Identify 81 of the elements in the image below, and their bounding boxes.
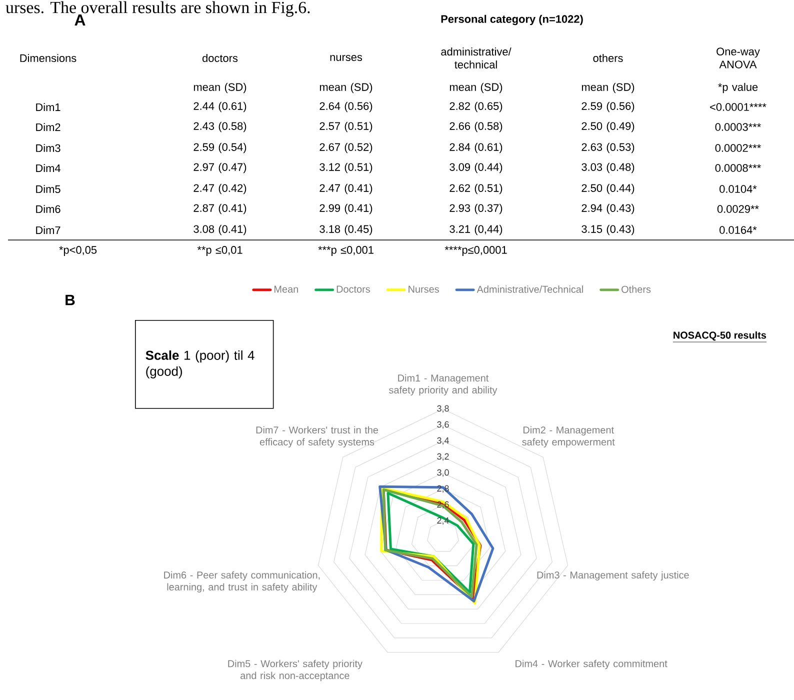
- legend-label: Administrative/Technical: [476, 286, 583, 293]
- spoke-label: Dim2 - Management safety empowerment: [522, 426, 615, 448]
- text: 3.15 (0.43): [582, 224, 634, 236]
- text: 2.59 (0.54): [194, 142, 246, 154]
- text: 3.12 (0.51): [320, 162, 372, 174]
- text: 2.94 (0.43): [582, 204, 634, 214]
- spoke-label: Dim5 - Workers' safety priority and risk non-acceptance: [228, 660, 362, 682]
- text: 3.21 (0,44): [450, 224, 502, 236]
- text: ***p ≤0,001: [318, 246, 374, 256]
- text: **p ≤0,01: [197, 246, 242, 256]
- text: 2.59 (0.56): [582, 102, 634, 112]
- text: 2.62 (0.51): [450, 184, 502, 194]
- legend-label: Others: [622, 286, 651, 293]
- text: Dim4: [36, 164, 60, 172]
- legend-label: Mean: [274, 286, 298, 293]
- y-tick-label: 2,6: [437, 501, 449, 509]
- legend-label: Nurses: [408, 286, 439, 293]
- text: Personal category (n=1022): [441, 14, 583, 26]
- text: B: [66, 294, 75, 306]
- text: 2.97 (0.47): [194, 162, 246, 174]
- spoke-label: Dim3 - Management safety justice: [537, 571, 689, 581]
- text: 0.0164*: [720, 226, 757, 234]
- text: 2.99 (0.41): [320, 204, 372, 214]
- text: 0.0029**: [717, 205, 759, 213]
- text: 0.0002***: [715, 144, 761, 152]
- y-tick-label: 3,4: [437, 437, 449, 445]
- text: others: [593, 54, 623, 62]
- text: nurses: [330, 55, 362, 62]
- text: mean (SD): [582, 82, 634, 94]
- text: 2.63 (0.53): [582, 142, 634, 154]
- y-tick-label: 3,6: [437, 421, 449, 429]
- text: Dim3: [36, 144, 60, 152]
- text: 2.93 (0.37): [450, 204, 502, 214]
- text: One-way ANOVA: [716, 48, 760, 68]
- y-tick-label: 3,8: [437, 405, 449, 413]
- text: 2.84 (0.61): [450, 142, 502, 154]
- text: 3.03 (0.48): [582, 162, 634, 174]
- text: 3.18 (0.45): [320, 224, 372, 236]
- text: *p<0,05: [59, 246, 97, 256]
- text: 2.57 (0.51): [320, 122, 372, 132]
- text: Dim2: [36, 123, 60, 131]
- y-tick-label: 2,4: [437, 517, 449, 525]
- text: ****p≤0,0001: [444, 246, 507, 256]
- text: 2.43 (0.58): [194, 122, 246, 132]
- spoke-label: Dim1 - Management safety priority and ability: [389, 374, 498, 396]
- text: 2.44 (0.61): [194, 102, 246, 112]
- text: 0.0104*: [720, 185, 757, 193]
- text: *p value: [718, 82, 758, 94]
- spoke-label: Dim6 - Peer safety communication, learning, and trust in safety ability: [164, 571, 320, 592]
- y-tick-label: 3,0: [437, 469, 449, 477]
- text: mean (SD): [194, 82, 246, 94]
- text: 0.0003***: [715, 123, 761, 131]
- text: 2.64 (0.56): [320, 102, 372, 112]
- text: Dimensions: [20, 54, 76, 62]
- text: mean (SD): [320, 82, 372, 94]
- text: Dim6: [36, 204, 60, 214]
- text: 2.50 (0.49): [582, 122, 634, 132]
- text: 3.09 (0.44): [450, 162, 502, 174]
- text: doctors: [202, 54, 238, 62]
- text: Scale 1 (poor) til 4 (good): [146, 350, 254, 378]
- text: 2.47 (0.42): [194, 184, 246, 194]
- text: 2.82 (0.65): [450, 102, 502, 112]
- text: 2.66 (0.58): [450, 122, 502, 132]
- y-tick-label: 3,2: [437, 453, 449, 461]
- text: Dim1: [36, 103, 60, 111]
- text: 2.47 (0.41): [320, 184, 372, 194]
- text: 2.67 (0.52): [320, 142, 372, 154]
- text: NOSACQ-50 results: [674, 331, 766, 341]
- legend-label: Doctors: [336, 286, 370, 293]
- text: Dim5: [36, 184, 60, 194]
- text: 0.0008***: [715, 164, 761, 172]
- text: <0.0001****: [710, 103, 766, 111]
- text: A: [74, 14, 86, 26]
- text: 2.50 (0.44): [582, 184, 634, 194]
- spoke-label: Dim4 - Worker safety commitment: [516, 660, 668, 670]
- text: Dim7: [36, 226, 60, 234]
- text: 3.08 (0.41): [194, 224, 246, 236]
- text: mean (SD): [450, 82, 502, 94]
- text: administrative/ technical: [441, 48, 512, 69]
- text: 2.87 (0.41): [194, 204, 246, 214]
- spoke-label: Dim7 - Workers' trust in the efficacy of safety systems: [256, 426, 378, 448]
